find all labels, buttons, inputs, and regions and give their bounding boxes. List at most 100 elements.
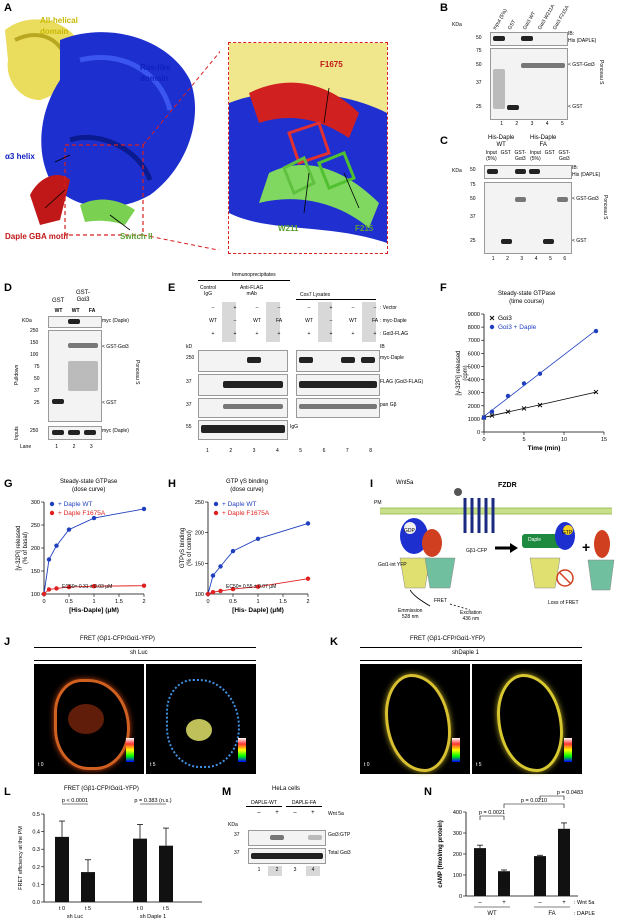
i-pm: PM <box>374 500 382 506</box>
data-point <box>505 409 511 414</box>
e-treatment-cell: WT <box>305 318 313 324</box>
p-value: p = 0.0483 <box>557 790 583 796</box>
x-tick-label: t 0 <box>137 906 143 912</box>
i-gtp: GTP <box>562 530 573 536</box>
j-image-t0: t 0 <box>34 664 144 774</box>
wnt-label: : Wnt 5a <box>574 900 595 906</box>
data-point <box>521 381 527 386</box>
y-tick-label: 100 <box>31 592 40 598</box>
y-tick-label: 200 <box>453 852 462 858</box>
j-image-t5: t 5 <box>146 664 256 774</box>
d-blot-input <box>48 426 102 440</box>
c-gst-gai3: < GST-Gαi3 <box>572 196 599 202</box>
m-wnt-signs: – + – + <box>257 810 315 816</box>
bar <box>534 856 546 896</box>
data-point <box>218 564 223 569</box>
e-flag: FLAG (Gαi3-FLAG) <box>380 379 424 385</box>
k-title: FRET (Gβ1-CFP/Gαi1-YFP) <box>410 636 485 642</box>
panel-letter-f: F <box>440 282 447 294</box>
data-point <box>537 402 543 408</box>
d-blot-myc <box>48 316 102 328</box>
panel-letter-a: A <box>4 2 12 14</box>
chart-f: 0 1000 2000 3000 4000 5000 6000 7000 8000 9000 0 5 1… <box>456 312 607 452</box>
panel-a-structure <box>5 19 220 250</box>
y-axis-label: [γ-32Pi] released <box>456 350 462 395</box>
legend-marker <box>489 315 495 321</box>
sig-bracket <box>479 815 505 820</box>
panel-i-schematic: + <box>380 488 615 611</box>
y-tick-label: 0.0 <box>32 900 40 906</box>
b-mw: 50 <box>476 62 482 68</box>
data-point <box>305 521 311 526</box>
x-tick-label: t 5 <box>85 906 91 912</box>
d-mw: 75 <box>34 364 40 370</box>
e-mw: 37 <box>186 379 192 385</box>
m-daple-wt: DAPLE-WT <box>246 800 282 807</box>
label-switch2: Switch II <box>120 232 153 241</box>
y-tick-label: 150 <box>31 569 40 575</box>
e-treatment-cell: + <box>373 331 377 337</box>
e-myc-daple: myc-Daple <box>380 355 404 361</box>
data-point <box>141 506 147 512</box>
sig-bracket <box>503 803 565 808</box>
daple-label: : DAPLE <box>574 911 595 917</box>
d-kda: KDa <box>22 318 32 324</box>
y-tick-label: 0 <box>477 430 480 436</box>
data-point <box>205 591 211 597</box>
d-mw: 25 <box>34 400 40 406</box>
y-tick-label: 9000 <box>468 312 480 318</box>
c-group2: His-Daple FA <box>530 135 557 148</box>
d-inputs: Inputs <box>14 426 20 440</box>
e-treatment-cell: – <box>211 305 215 311</box>
y-axis-label: (% of control) <box>187 530 193 566</box>
d-lane-label: Lane <box>20 444 32 450</box>
e-treatment-cell: + <box>233 305 237 311</box>
y-tick-label: 200 <box>195 531 204 537</box>
y-tick-label: 200 <box>31 546 40 552</box>
label-f1675: F1675 <box>320 60 343 69</box>
e-mw: 250 <box>186 355 195 361</box>
e-treatment-cell: + <box>233 331 237 337</box>
e-treatment-cell: + <box>329 331 333 337</box>
y-tick-label: 8000 <box>468 325 480 331</box>
e-blot-gb-lys <box>296 398 380 418</box>
data-point <box>91 583 97 589</box>
data-point <box>593 389 599 395</box>
panel-letter-g: G <box>4 478 13 490</box>
series-line <box>43 508 145 595</box>
k-t5: t 5 <box>476 762 482 768</box>
label-all-helical: All-helical domain <box>40 16 78 36</box>
m-blot-total <box>248 848 326 864</box>
group-label: sh Luc <box>67 914 83 920</box>
e-treatment-cell: – <box>307 305 311 311</box>
sig-bracket <box>539 795 565 800</box>
e-treatment-cell: FA <box>371 318 379 324</box>
d-mw: 150 <box>30 340 39 346</box>
l-title: FRET (Gβ1-CFP/Gαi1-YFP) <box>64 786 139 792</box>
i-loss: Loss of FRET <box>548 600 579 606</box>
b-lane-header: GST <box>507 19 518 31</box>
d-ponceau: Ponceau S <box>134 360 140 385</box>
e-immuno: Immunoprecipitates <box>232 272 276 278</box>
bar <box>558 828 570 896</box>
panel-letter-h: H <box>168 478 176 490</box>
panel-letter-j: J <box>4 636 11 648</box>
e-treatment-cell: – <box>351 305 355 311</box>
x-tick-label: t 5 <box>163 906 169 912</box>
series-line <box>207 523 309 595</box>
e-treatment-cell: FA <box>275 318 283 324</box>
x-tick-label: + <box>502 900 506 906</box>
b-lane-headers: Input (5%) GST Gαi3 WT Gαi3 W211A Gαi3 F… <box>492 0 572 32</box>
x-tick-label: 0 <box>206 599 209 605</box>
data-point <box>537 371 543 376</box>
e-treatment-cell: + <box>211 331 215 337</box>
bar <box>474 848 486 896</box>
y-tick-label: 1000 <box>468 417 480 423</box>
e-treatment-cell: + <box>307 331 311 337</box>
e-treatment-cell: WT <box>209 318 217 324</box>
bar <box>55 836 69 902</box>
y-tick-label: 0.1 <box>32 882 40 888</box>
data-point <box>66 584 72 590</box>
